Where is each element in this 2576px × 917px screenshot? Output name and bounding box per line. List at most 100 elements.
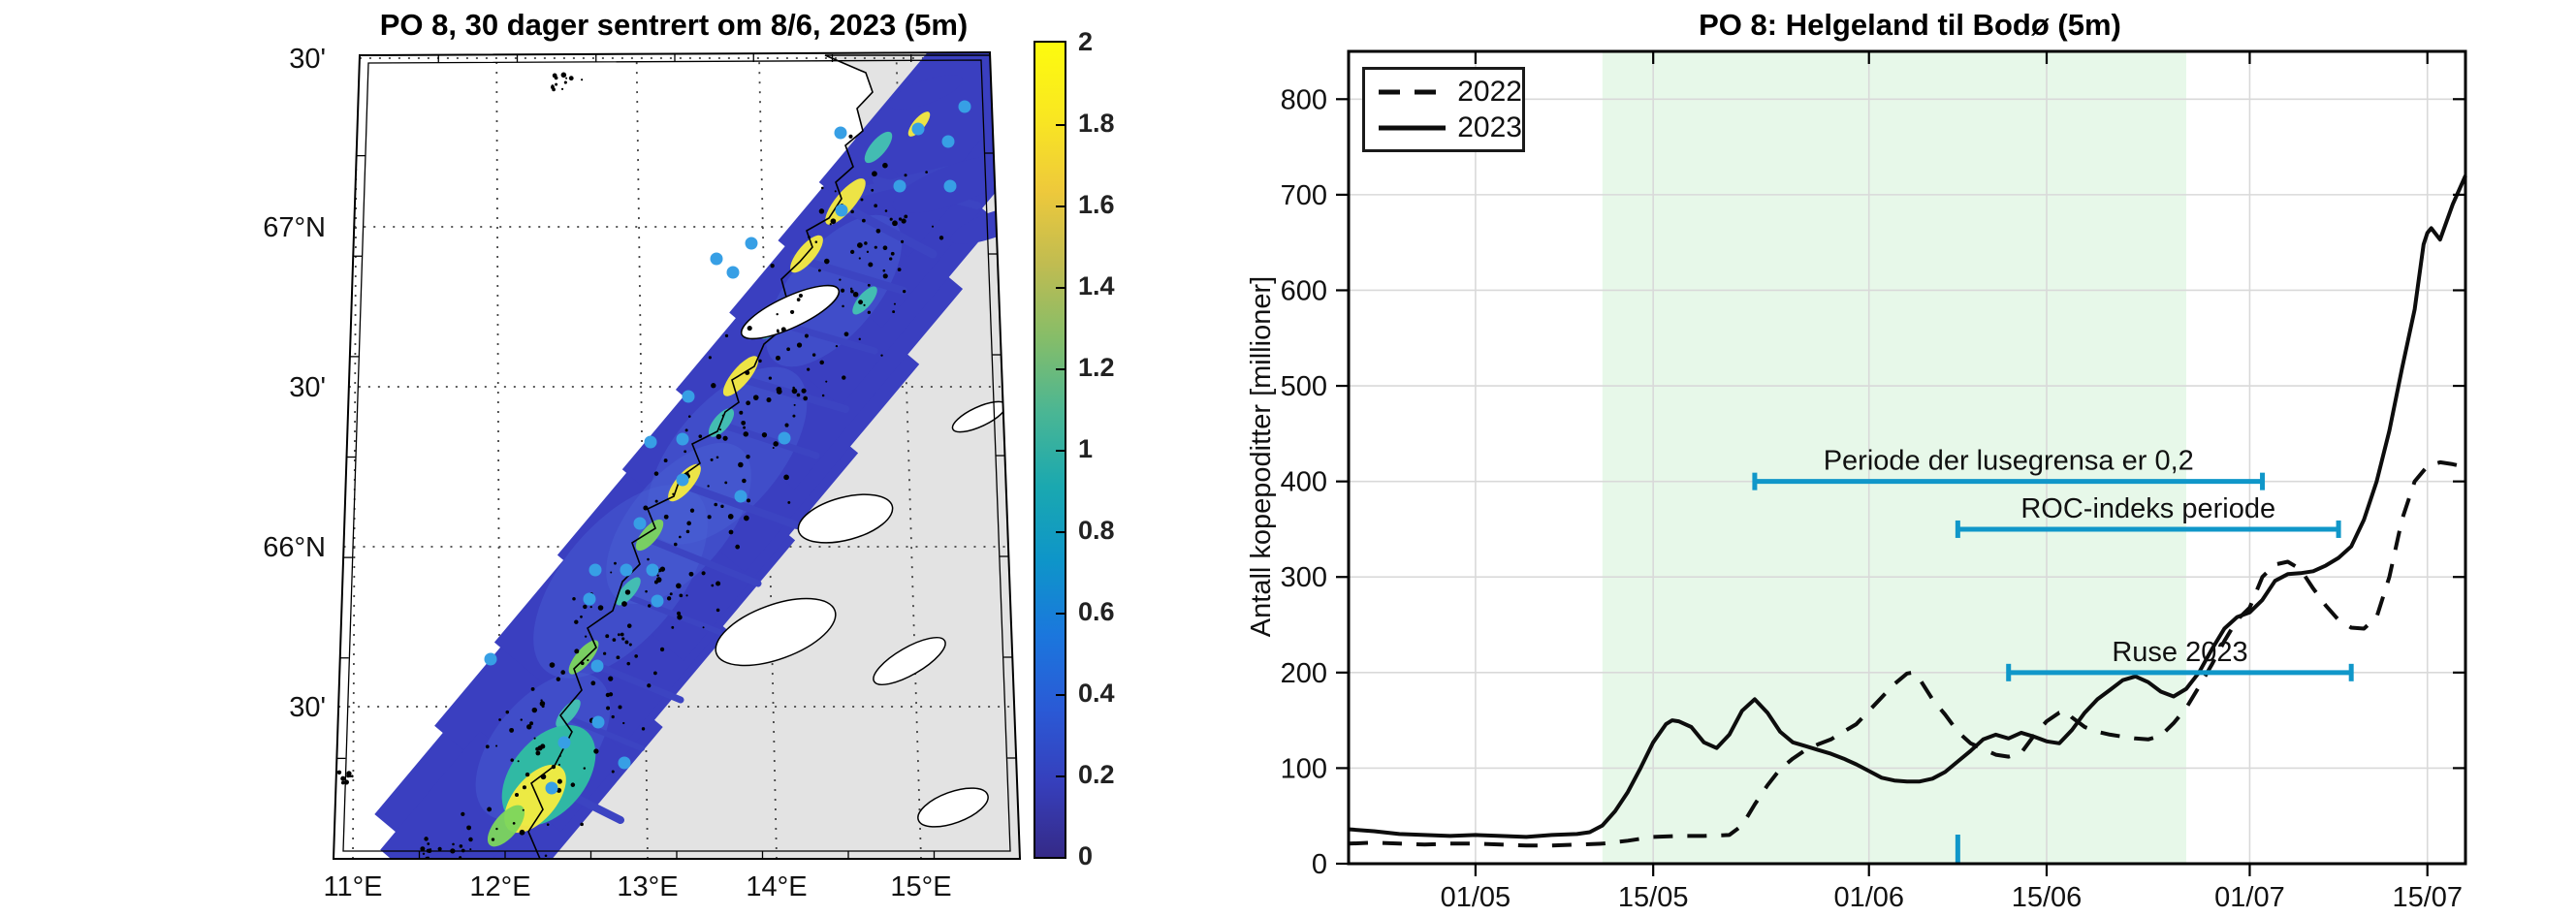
lice-hotspot <box>556 699 581 728</box>
axes-box <box>1336 49 2467 876</box>
map-lat-label: 30' <box>289 44 326 75</box>
y-tick-label: 400 <box>1281 467 1327 498</box>
farm-marker-dot <box>644 435 657 449</box>
x-tick-label: 15/07 <box>2392 882 2463 913</box>
y-tick-label: 800 <box>1281 84 1327 115</box>
annotation-label: Periode der lusegrensa er 0,2 <box>1824 446 2194 477</box>
lake <box>797 493 894 544</box>
map-lat-label: 67°N <box>263 212 326 243</box>
farm-marker-dot <box>734 490 747 503</box>
colorbar-tick-mark <box>1056 124 1065 126</box>
colorbar-tick-label: 1.2 <box>1078 353 1115 382</box>
farm-marker-dot <box>676 432 689 446</box>
colorbar-tick-label: 0.2 <box>1078 760 1115 789</box>
legend-label-2023: 2023 <box>1457 111 1522 143</box>
farm-marker-dot <box>590 659 604 673</box>
x-tick-label: 15/06 <box>2012 882 2083 913</box>
colorbar-tick-mark <box>1056 450 1065 452</box>
island-speckles <box>336 72 944 859</box>
colorbar-tick-label: 1 <box>1078 434 1094 463</box>
farm-marker-dot <box>557 736 571 749</box>
colorbar-tick-label: 0 <box>1078 841 1094 870</box>
map-lat-label: 30' <box>289 372 326 403</box>
lice-hotspot <box>825 178 866 225</box>
farm-marker-dot <box>893 179 906 193</box>
farm-marker-dot <box>941 135 955 148</box>
chart-legend: 2022 2023 <box>1362 67 1525 152</box>
lake <box>873 637 946 685</box>
farm-marker-dot <box>710 252 723 266</box>
map-title: PO 8, 30 dager sentrert om 8/6, 2023 (5m… <box>379 8 969 42</box>
map-lon-label: 14°E <box>746 871 807 902</box>
legend-entry-2022: 2022 <box>1377 76 1522 109</box>
farm-marker-dot <box>682 390 695 403</box>
farm-marker-dot <box>651 594 664 608</box>
map-panel: 30' 67°N 30' 66°N 30' 11°E 12°E 13°E 14°E 15°E <box>263 44 1022 902</box>
farm-marker-dot <box>591 715 605 729</box>
farm-marker-dot <box>484 652 497 666</box>
lice-hotspot <box>487 805 525 847</box>
map-lon-label: 12°E <box>469 871 530 902</box>
annotation-span: Periode der lusegrensa er 0,2 <box>1752 446 2266 490</box>
chart-title: PO 8: Helgeland til Bodø (5m) <box>1699 8 2121 42</box>
farm-marker-dot <box>834 126 847 140</box>
farm-marker-dot <box>588 563 602 577</box>
series-2023 <box>1348 174 2467 839</box>
y-tick-label: 700 <box>1281 180 1327 211</box>
farm-marker-dot <box>676 473 689 487</box>
y-tick-label: 200 <box>1281 658 1327 689</box>
lice-density-field <box>374 52 1020 859</box>
y-tick-label: 600 <box>1281 275 1327 306</box>
farm-marker-dot <box>745 237 758 250</box>
farm-marker-dot <box>633 517 647 530</box>
annotation-label: Ruse 2023 <box>2112 637 2247 668</box>
colorbar-tick-mark <box>1056 775 1065 777</box>
y-tick-label: 0 <box>1312 849 1327 880</box>
colorbar-tick-label: 1.4 <box>1078 271 1115 300</box>
map-lat-label: 66°N <box>263 532 326 563</box>
annotation-span: ROC-indeks periode <box>1955 493 2341 538</box>
farm-marker-dot <box>778 431 791 445</box>
lice-hotspot <box>722 356 759 396</box>
farm-marker-dot <box>646 563 659 577</box>
farm-marker-dot <box>620 563 633 577</box>
colorbar-tick-mark <box>1056 368 1065 370</box>
annotation-label: ROC-indeks periode <box>2020 493 2275 524</box>
colorbar-tick-label: 1.8 <box>1078 109 1115 138</box>
colorbar-tick-mark <box>1056 206 1065 207</box>
chart-y-axis-label: Antall kopepoditter [millioner] <box>1246 275 1277 638</box>
colorbar-tick-mark <box>1056 287 1065 289</box>
colorbar-tick-label: 0.4 <box>1078 679 1115 708</box>
colorbar-tick-mark <box>1056 613 1065 615</box>
timeseries-panel: Periode der lusegrensa er 0,2 ROC-indeks … <box>1281 49 2467 913</box>
farm-marker-dot <box>583 592 596 606</box>
farm-marker-dot <box>618 756 631 770</box>
map-lon-label: 11°E <box>323 871 382 902</box>
map-lon-label: 15°E <box>890 871 951 902</box>
dashed-line-sample-icon <box>1379 89 1447 94</box>
annotation-span: Ruse 2023 <box>2006 637 2354 681</box>
x-tick-label: 01/06 <box>1833 882 1904 913</box>
y-tick-label: 100 <box>1281 753 1327 784</box>
solid-line-sample-icon <box>1379 125 1447 130</box>
colorbar-tick-label: 0.8 <box>1078 516 1115 545</box>
map-lon-label: 13°E <box>617 871 678 902</box>
colorbar-tick-label: 1.6 <box>1078 190 1115 219</box>
map-lat-label: 30' <box>289 692 326 723</box>
farm-markers <box>484 100 971 795</box>
series-2022 <box>1348 459 2466 848</box>
colorbar-tick-label: 0.6 <box>1078 597 1115 626</box>
lake <box>917 787 989 828</box>
farm-marker-dot <box>911 122 925 136</box>
farm-marker-dot <box>958 100 971 113</box>
shaded-period-band <box>1602 51 2186 864</box>
legend-label-2022: 2022 <box>1457 75 1522 108</box>
lake <box>715 597 837 667</box>
lice-hotspot <box>864 131 893 164</box>
colorbar-tick-labels: 0 0.2 0.4 0.6 0.8 1 1.2 1.4 1.6 1.8 2 <box>1078 27 1146 870</box>
lice-hotspot <box>852 286 877 315</box>
farm-marker-dot <box>545 781 558 795</box>
colorbar <box>1034 41 1066 859</box>
